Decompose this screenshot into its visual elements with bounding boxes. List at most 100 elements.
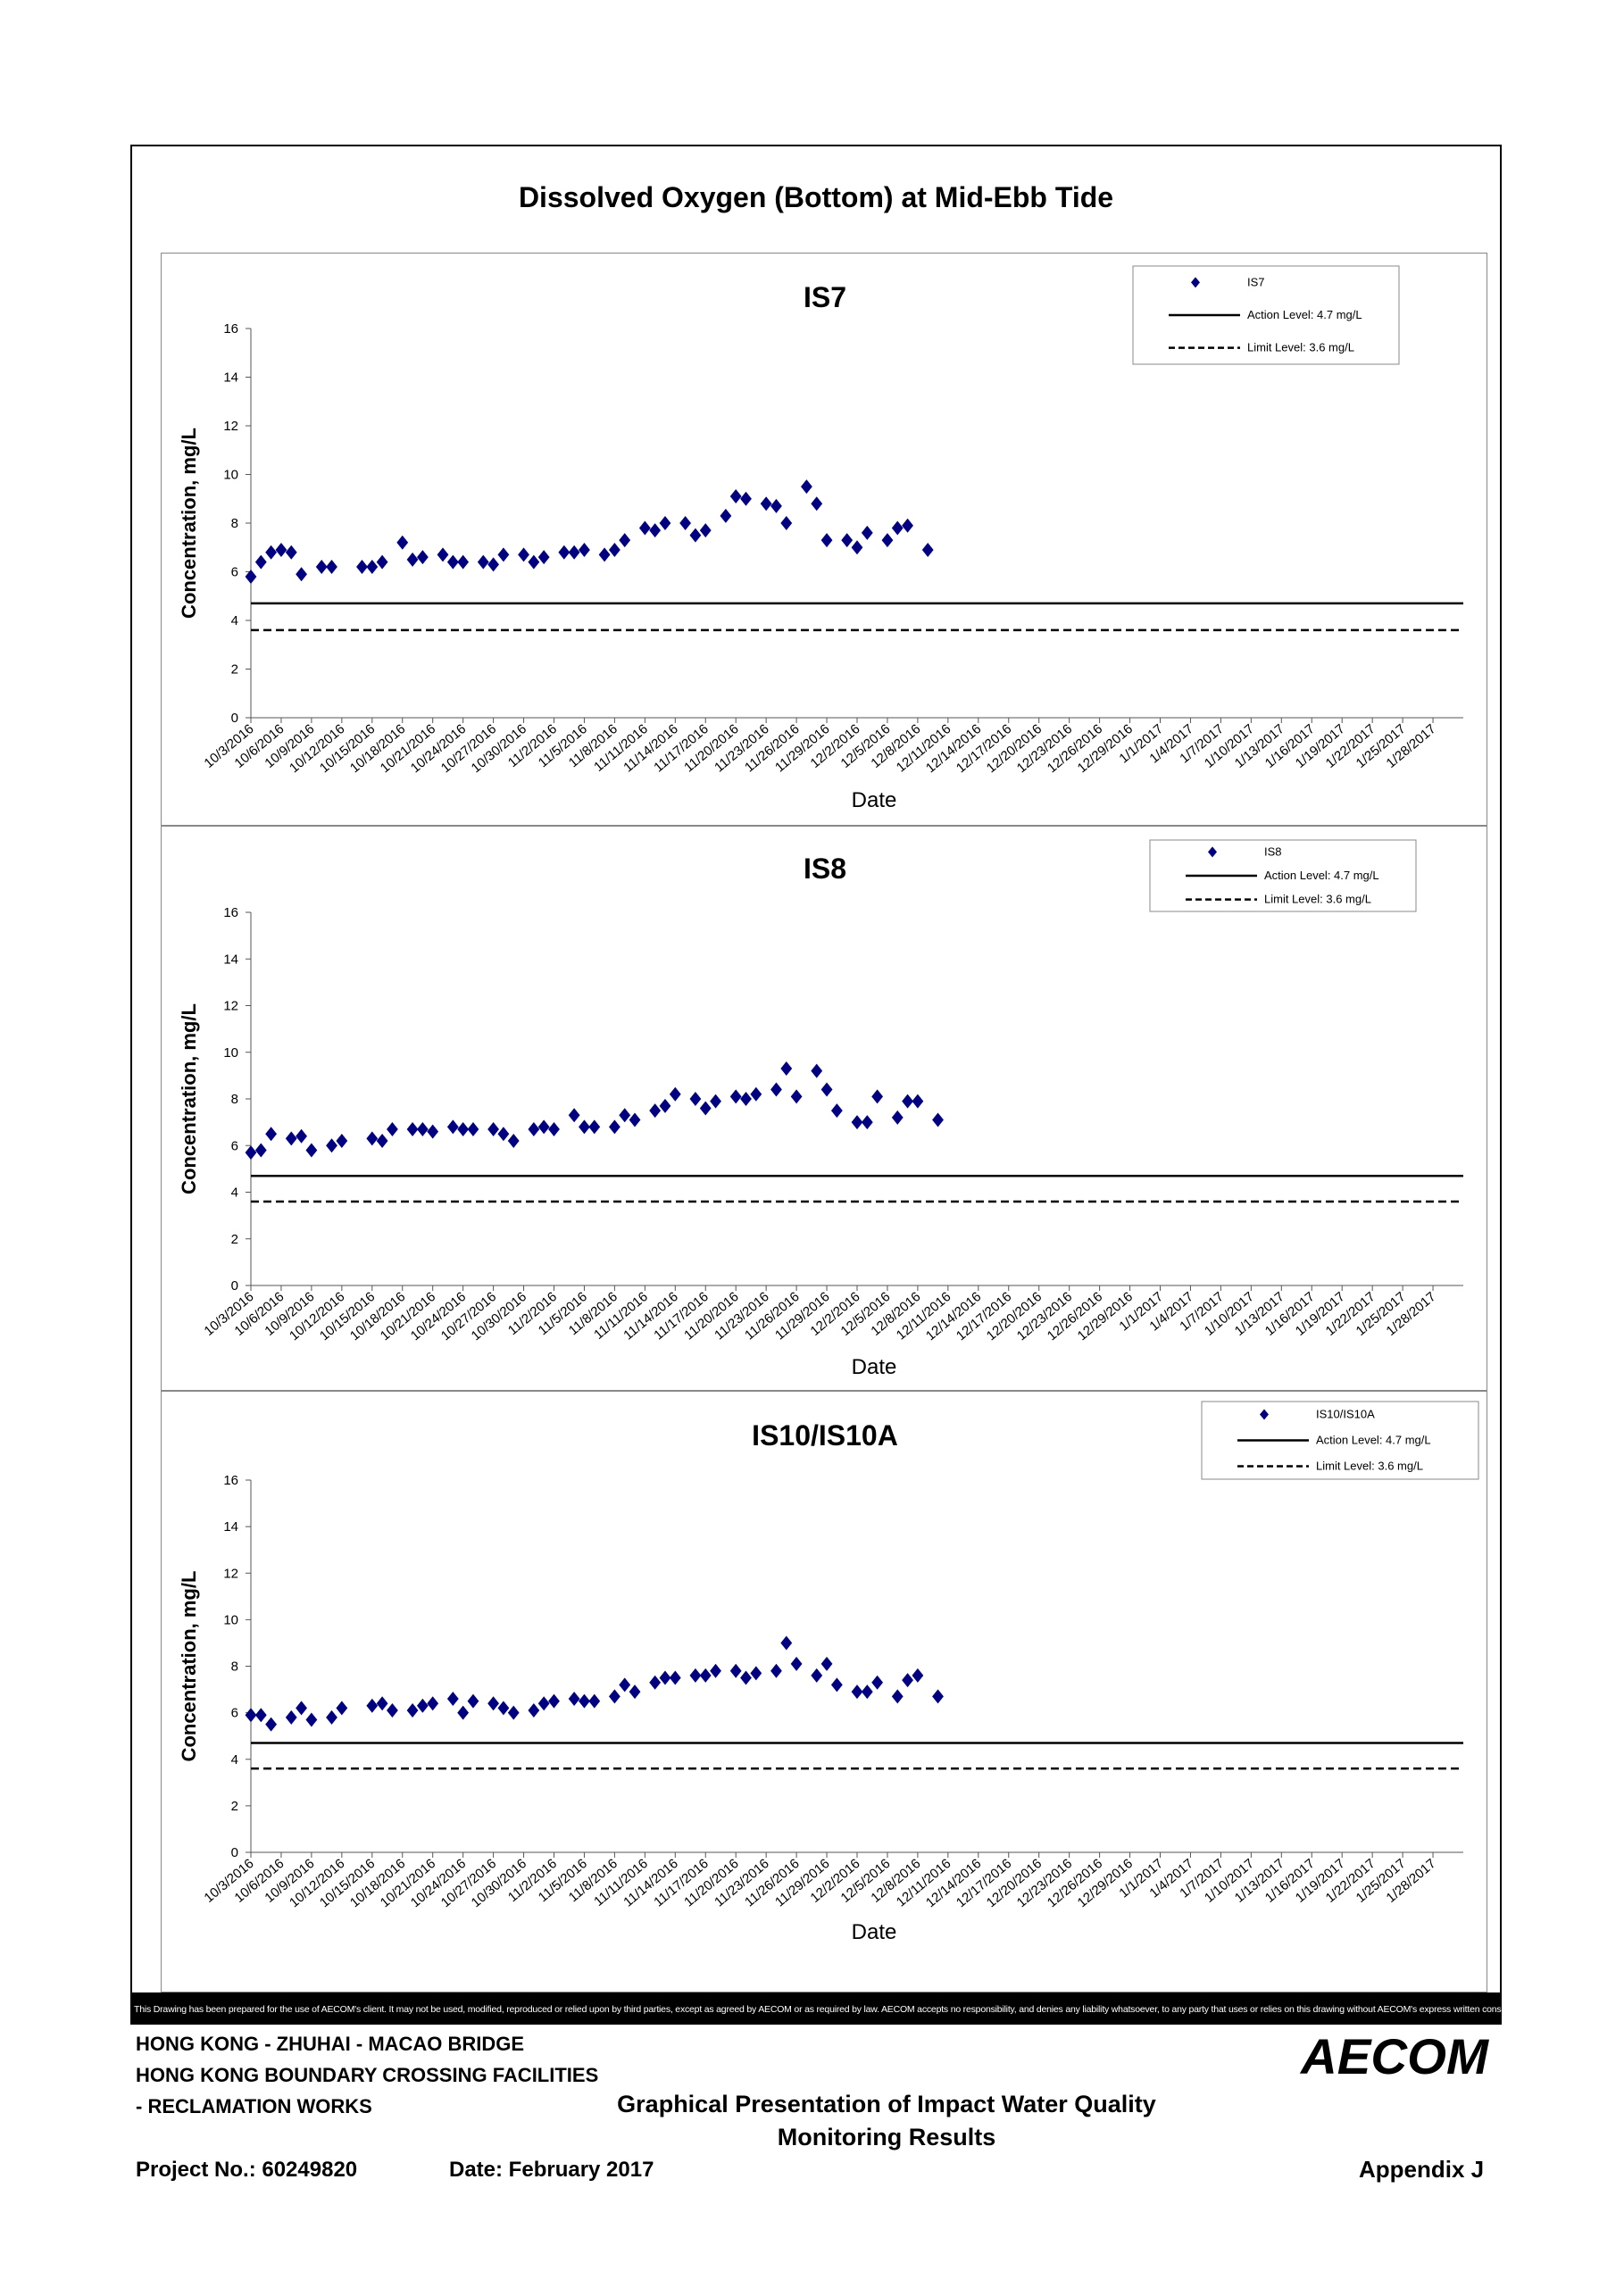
y-tick-label: 0	[231, 1278, 238, 1294]
data-point	[659, 1098, 671, 1113]
data-point	[387, 1703, 398, 1718]
data-point	[750, 1666, 762, 1681]
data-point	[679, 516, 692, 530]
data-point	[406, 552, 419, 567]
data-point	[689, 1668, 702, 1683]
data-point	[305, 1143, 318, 1158]
data-point	[487, 557, 499, 572]
data-point	[720, 508, 732, 523]
data-point	[528, 1703, 540, 1718]
data-point	[537, 1119, 550, 1135]
project-number: Project No.: 60249820	[136, 2158, 358, 2182]
legend: IS7 Action Level: 4.7 mg/L Limit Level: 3.…	[1132, 265, 1400, 365]
data-point	[619, 1677, 631, 1693]
data-point	[669, 1670, 681, 1685]
data-point	[497, 1701, 510, 1716]
data-point	[497, 547, 510, 562]
y-axis-label: Concentration, mg/L	[178, 1571, 200, 1762]
chart-svg: IS7024681012141610/3/201610/6/201610/9/2…	[178, 265, 1463, 812]
chart-title: IS10/IS10A	[752, 1419, 898, 1452]
data-point	[659, 516, 671, 530]
data-point	[518, 547, 529, 562]
data-point	[285, 1131, 297, 1146]
data-point	[254, 554, 267, 570]
legend-marker	[1208, 846, 1217, 858]
data-point	[820, 533, 833, 548]
data-point	[932, 1689, 944, 1704]
data-point	[528, 1121, 540, 1136]
data-point	[376, 554, 388, 570]
data-point	[467, 1121, 479, 1136]
data-point	[285, 1710, 297, 1725]
data-point	[932, 1112, 944, 1127]
data-point	[326, 1138, 337, 1153]
data-point	[265, 545, 278, 560]
chart-svg: IS10/IS10A024681012141610/3/201610/6/201…	[178, 1401, 1479, 1944]
data-point	[265, 1717, 278, 1732]
y-tick-label: 6	[231, 1138, 238, 1153]
data-point	[548, 1121, 560, 1136]
data-point	[861, 1115, 873, 1130]
data-point	[729, 1089, 742, 1104]
legend-label: Limit Level: 3.6 mg/L	[1247, 341, 1354, 354]
data-point	[537, 1696, 550, 1711]
data-point	[689, 528, 702, 543]
data-point	[579, 542, 590, 557]
data-point	[729, 1663, 742, 1678]
data-point	[487, 1696, 499, 1711]
data-point	[497, 1127, 510, 1142]
data-point	[315, 560, 328, 575]
data-point	[275, 542, 287, 557]
data-point	[579, 1119, 590, 1135]
data-point	[811, 1668, 823, 1683]
data-point	[609, 1119, 620, 1135]
data-point	[457, 554, 470, 570]
data-point	[770, 1082, 782, 1097]
data-point	[811, 496, 823, 512]
data-point	[366, 1131, 379, 1146]
data-point	[467, 1693, 479, 1709]
data-point	[254, 1708, 267, 1723]
data-point	[710, 1094, 721, 1109]
data-point	[457, 1121, 470, 1136]
data-point	[851, 1115, 863, 1130]
data-point	[881, 533, 894, 548]
data-point	[366, 1698, 379, 1713]
y-tick-label: 0	[231, 1845, 238, 1860]
legend-marker	[1191, 277, 1200, 288]
data-point	[780, 1635, 793, 1651]
y-tick-label: 4	[231, 1752, 238, 1768]
data-point	[376, 1696, 388, 1711]
data-point	[619, 533, 631, 548]
data-point	[296, 1701, 307, 1716]
data-point	[336, 1701, 348, 1716]
data-point	[285, 545, 297, 560]
data-point	[487, 1121, 499, 1136]
legend-label: Action Level: 4.7 mg/L	[1247, 308, 1362, 321]
x-axis-label: Date	[852, 1355, 897, 1379]
data-point	[770, 498, 782, 513]
chart-title: IS7	[804, 281, 846, 313]
data-point	[891, 1110, 904, 1125]
data-point	[750, 1086, 762, 1102]
main-title: Dissolved Oxygen (Bottom) at Mid-Ebb Tid…	[518, 181, 1114, 213]
data-point	[689, 1092, 702, 1106]
data-point	[629, 1685, 641, 1700]
chart-svg: IS8024681012141610/3/201610/6/201610/9/2…	[178, 839, 1463, 1379]
x-axis-label: Date	[852, 1920, 897, 1944]
drawing-date: Date: February 2017	[449, 2158, 654, 2182]
y-tick-label: 10	[223, 1045, 238, 1061]
drawing-title-line1: Graphical Presentation of Impact Water Q…	[617, 2091, 1156, 2117]
data-point	[659, 1670, 671, 1685]
data-point	[820, 1656, 833, 1671]
y-tick-label: 16	[223, 321, 238, 337]
legend: IS8 Action Level: 4.7 mg/L Limit Level: 3.…	[1149, 839, 1417, 912]
y-tick-label: 14	[223, 952, 238, 967]
y-tick-label: 4	[231, 613, 238, 628]
data-point	[568, 1108, 580, 1123]
data-point	[568, 1691, 580, 1706]
data-point	[629, 1112, 641, 1127]
legend-label: IS8	[1264, 844, 1282, 858]
y-tick-label: 12	[223, 419, 238, 434]
data-point	[729, 489, 742, 504]
